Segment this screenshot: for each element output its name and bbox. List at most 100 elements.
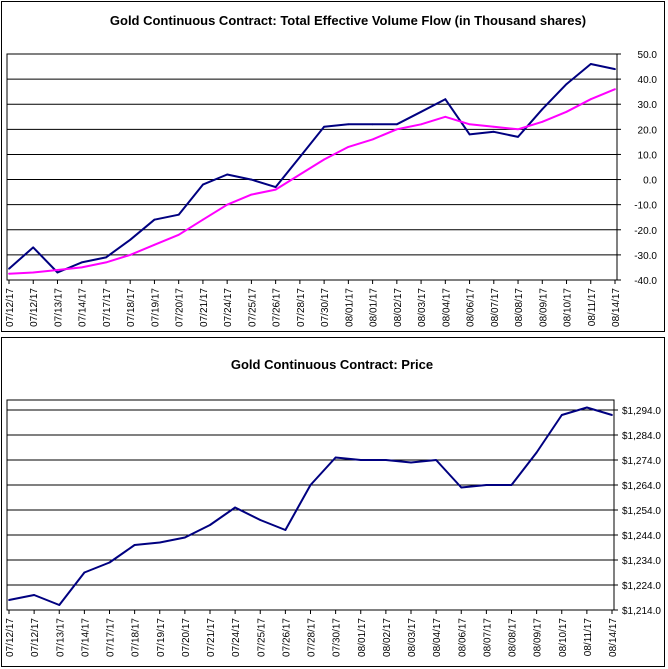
y-tick-label: $1,274.0 (622, 456, 661, 467)
data-point (395, 128, 398, 131)
x-tick-label: 08/08/17 (508, 618, 519, 657)
y-tick-label: -30.0 (634, 251, 657, 262)
data-point (105, 261, 107, 264)
data-point (80, 261, 83, 264)
x-tick-label: 07/24/17 (223, 288, 234, 327)
data-point (105, 256, 107, 259)
x-tick-label: 07/14/17 (80, 618, 91, 657)
data-point (560, 414, 563, 416)
x-tick-label: 08/09/17 (533, 618, 544, 657)
x-tick-label: 08/07/17 (490, 288, 501, 327)
x-tick-label: 08/03/17 (407, 618, 418, 657)
x-tick-label: 07/17/17 (106, 618, 117, 657)
x-tick-label: 07/20/17 (175, 288, 186, 327)
data-point (565, 110, 568, 113)
data-point (435, 459, 437, 461)
y-tick-label: 40.0 (638, 75, 658, 86)
data-point (209, 524, 211, 526)
data-point (347, 123, 350, 126)
volume-flow-chart: Gold Continuous Contract: Total Effectiv… (5, 13, 658, 327)
price-chart: Gold Continuous Contract: Price $1,294.0 $… (5, 357, 661, 657)
data-point (133, 544, 136, 546)
y-tick-label: $1,214.0 (622, 606, 661, 617)
x-tick-label: 08/06/17 (466, 288, 477, 327)
x-tick-label: 07/26/17 (281, 618, 292, 657)
x-tick-label: 07/17/17 (102, 288, 113, 327)
data-point (492, 130, 495, 133)
data-point (410, 461, 412, 464)
x-tick-label: 08/11/17 (587, 288, 598, 327)
data-point (274, 186, 277, 189)
x-tick-label: 07/13/17 (55, 618, 66, 657)
data-point (153, 218, 156, 221)
data-point (56, 271, 59, 274)
x-tick-label: 07/25/17 (247, 288, 258, 327)
x-tick-label: 07/24/17 (231, 618, 242, 657)
y-tick-label: -10.0 (634, 201, 657, 212)
data-point (226, 173, 229, 176)
data-point (202, 218, 204, 221)
data-point (32, 246, 35, 249)
y-tick-label: $1,254.0 (622, 506, 661, 517)
data-point (234, 506, 237, 509)
series-line-primary (8, 63, 616, 274)
data-point (468, 123, 471, 126)
series-line-primary (8, 406, 613, 606)
data-point (58, 604, 61, 606)
data-point (460, 486, 463, 489)
series-line-moving-average (8, 88, 616, 275)
data-point (177, 213, 180, 216)
data-point (541, 108, 544, 111)
data-point (226, 203, 229, 206)
x-tick-label: 07/19/17 (150, 288, 161, 327)
data-point (510, 484, 513, 486)
data-point (468, 133, 471, 136)
x-tick-label: 07/20/17 (181, 618, 192, 657)
data-point (299, 173, 301, 176)
data-point (614, 68, 616, 70)
x-tick-label: 08/11/17 (583, 618, 594, 657)
x-tick-label: 07/14/17 (78, 288, 89, 327)
x-tick-label: 07/30/17 (320, 288, 331, 327)
data-point (347, 146, 350, 148)
price-chart-panel: Gold Continuous Contract: Price $1,294.0 $… (1, 337, 665, 667)
data-point (323, 125, 325, 128)
x-tick-label: 07/18/17 (126, 288, 137, 327)
chart-title: Gold Continuous Contract: Price (231, 357, 433, 372)
x-tick-label: 07/25/17 (256, 618, 267, 657)
data-point (158, 541, 161, 544)
chart-title: Gold Continuous Contract: Total Effectiv… (110, 13, 586, 28)
x-tick-label: 08/07/17 (482, 618, 493, 657)
data-point (129, 238, 132, 241)
x-tick-label: 08/01/17 (357, 618, 368, 657)
data-point (33, 594, 35, 596)
data-point (385, 459, 387, 461)
data-point (299, 156, 301, 158)
data-point (611, 414, 613, 416)
data-point (420, 123, 422, 126)
y-tick-label: $1,264.0 (622, 481, 661, 492)
data-point (492, 125, 495, 128)
data-point (444, 115, 447, 118)
x-tick-label: 07/26/17 (272, 288, 283, 327)
x-tick-label: 08/01/17 (369, 288, 380, 327)
x-tick-label: 08/10/17 (563, 288, 574, 327)
y-tick-label: -40.0 (634, 276, 657, 287)
data-point (517, 136, 519, 138)
y-tick-label: $1,244.0 (622, 531, 661, 542)
x-tick-label: 07/12/17 (29, 288, 40, 327)
x-tick-label: 08/04/17 (432, 618, 443, 657)
x-tick-label: 08/03/17 (417, 288, 428, 327)
y-tick-label: $1,234.0 (622, 556, 661, 567)
data-point (420, 110, 422, 113)
data-point (444, 98, 447, 101)
data-point (589, 98, 592, 101)
x-tick-label: 07/13/17 (53, 288, 64, 327)
x-tick-label: 07/19/17 (156, 618, 167, 657)
data-point (517, 128, 519, 131)
x-tick-label: 08/09/17 (538, 288, 549, 327)
x-tick-label: 07/21/17 (206, 618, 217, 657)
x-tick-label: 08/14/17 (608, 618, 619, 657)
data-point (309, 484, 312, 486)
data-point (323, 158, 325, 161)
